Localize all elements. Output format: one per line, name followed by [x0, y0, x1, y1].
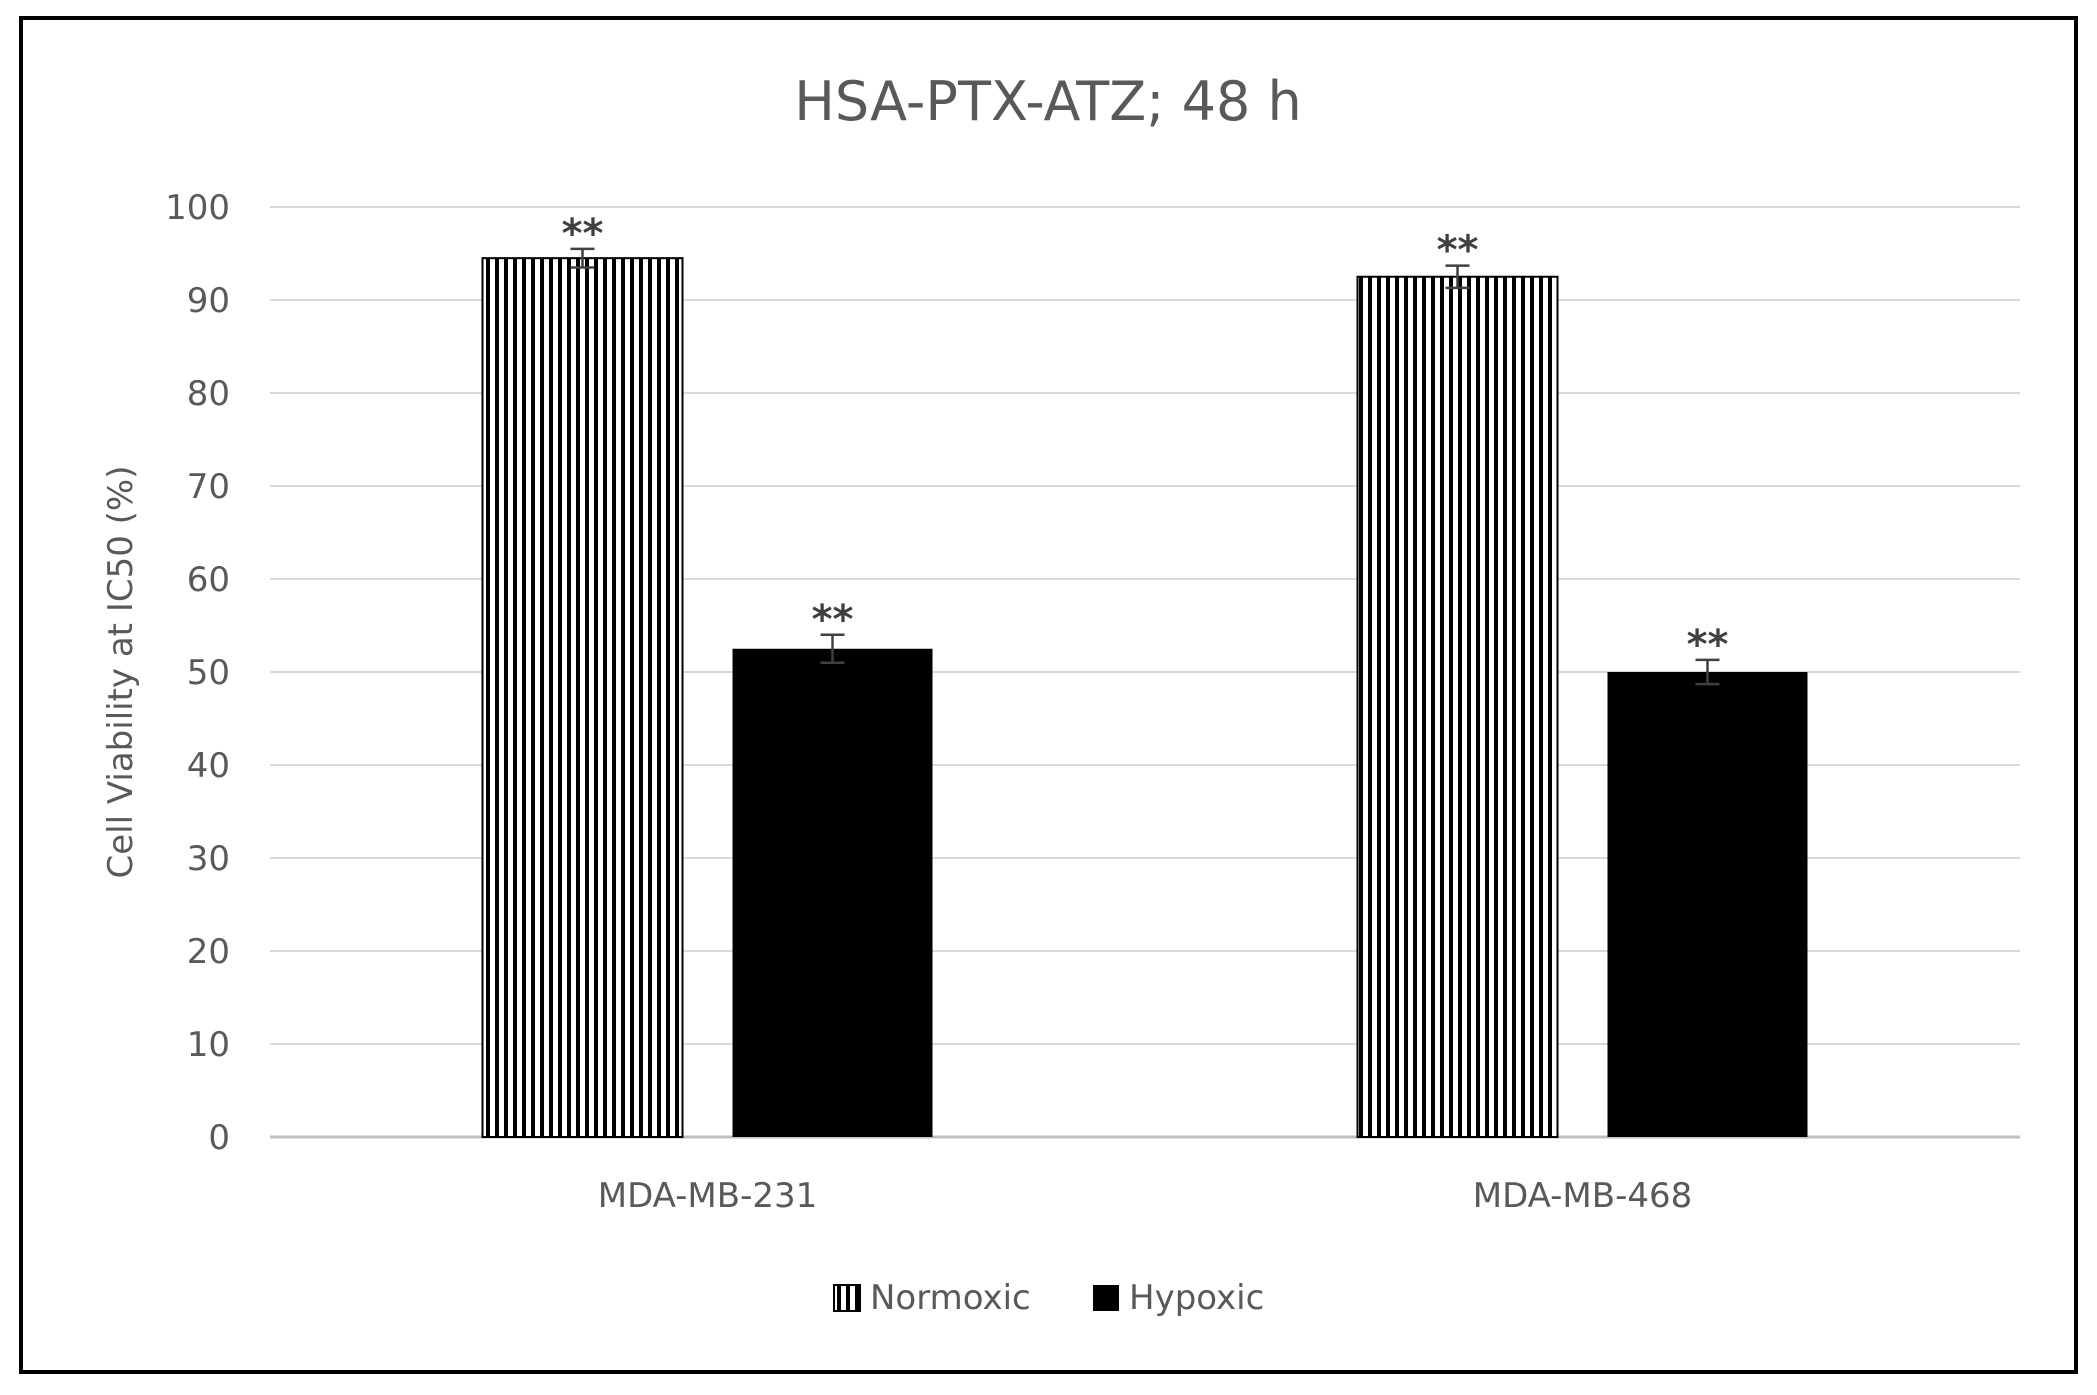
y-tick-label: 30 [187, 839, 230, 879]
y-tick-label: 60 [187, 560, 230, 600]
x-tick-label: MDA-MB-468 [1473, 1176, 1693, 1216]
x-axis-ticks: MDA-MB-231 MDA-MB-468 [598, 1176, 1693, 1216]
error-bar-normoxic-mda-mb-468 [1445, 264, 1470, 290]
legend-swatch-normoxic [833, 1284, 861, 1312]
y-tick-label: 100 [165, 188, 230, 228]
legend-item-normoxic: Normoxic [833, 1278, 1031, 1318]
y-tick-label: 70 [187, 467, 230, 507]
legend-item-hypoxic: Hypoxic [1093, 1278, 1264, 1318]
bars [481, 257, 1808, 1138]
significance-label: ** [1687, 622, 1729, 668]
legend-label-hypoxic: Hypoxic [1129, 1278, 1264, 1318]
y-tick-label: 50 [187, 653, 230, 693]
y-tick-label: 90 [187, 281, 230, 321]
y-tick-label: 80 [187, 374, 230, 414]
y-tick-label: 20 [187, 932, 230, 972]
y-axis-label: Cell Viability at IC50 (%) [101, 466, 141, 879]
legend-label-normoxic: Normoxic [870, 1278, 1031, 1318]
legend-swatch-hypoxic [1093, 1285, 1119, 1311]
x-tick-label: MDA-MB-231 [598, 1176, 818, 1216]
error-bar-normoxic-mda-mb-231 [570, 247, 595, 269]
chart-title: HSA-PTX-ATZ; 48 h [794, 70, 1301, 133]
y-axis-ticks: 0 10 20 30 40 50 60 70 80 90 100 [165, 188, 230, 1158]
bar-hypoxic-mda-mb-468 [1607, 672, 1808, 1137]
legend: Normoxic Hypoxic [833, 1278, 1264, 1318]
y-tick-label: 10 [187, 1025, 230, 1065]
y-tick-label: 0 [208, 1118, 230, 1158]
significance-annotations: ** ** ** ** [562, 211, 1729, 668]
error-bars [570, 247, 1720, 686]
significance-label: ** [562, 211, 604, 257]
significance-label: ** [1437, 228, 1479, 274]
significance-label: ** [812, 597, 854, 643]
error-bar-hypoxic-mda-mb-468 [1695, 658, 1720, 686]
bar-normoxic-mda-mb-468 [1356, 275, 1559, 1138]
bar-hypoxic-mda-mb-231 [732, 648, 933, 1137]
bar-normoxic-mda-mb-231 [481, 257, 684, 1138]
y-tick-label: 40 [187, 746, 230, 786]
error-bar-hypoxic-mda-mb-231 [820, 633, 845, 664]
